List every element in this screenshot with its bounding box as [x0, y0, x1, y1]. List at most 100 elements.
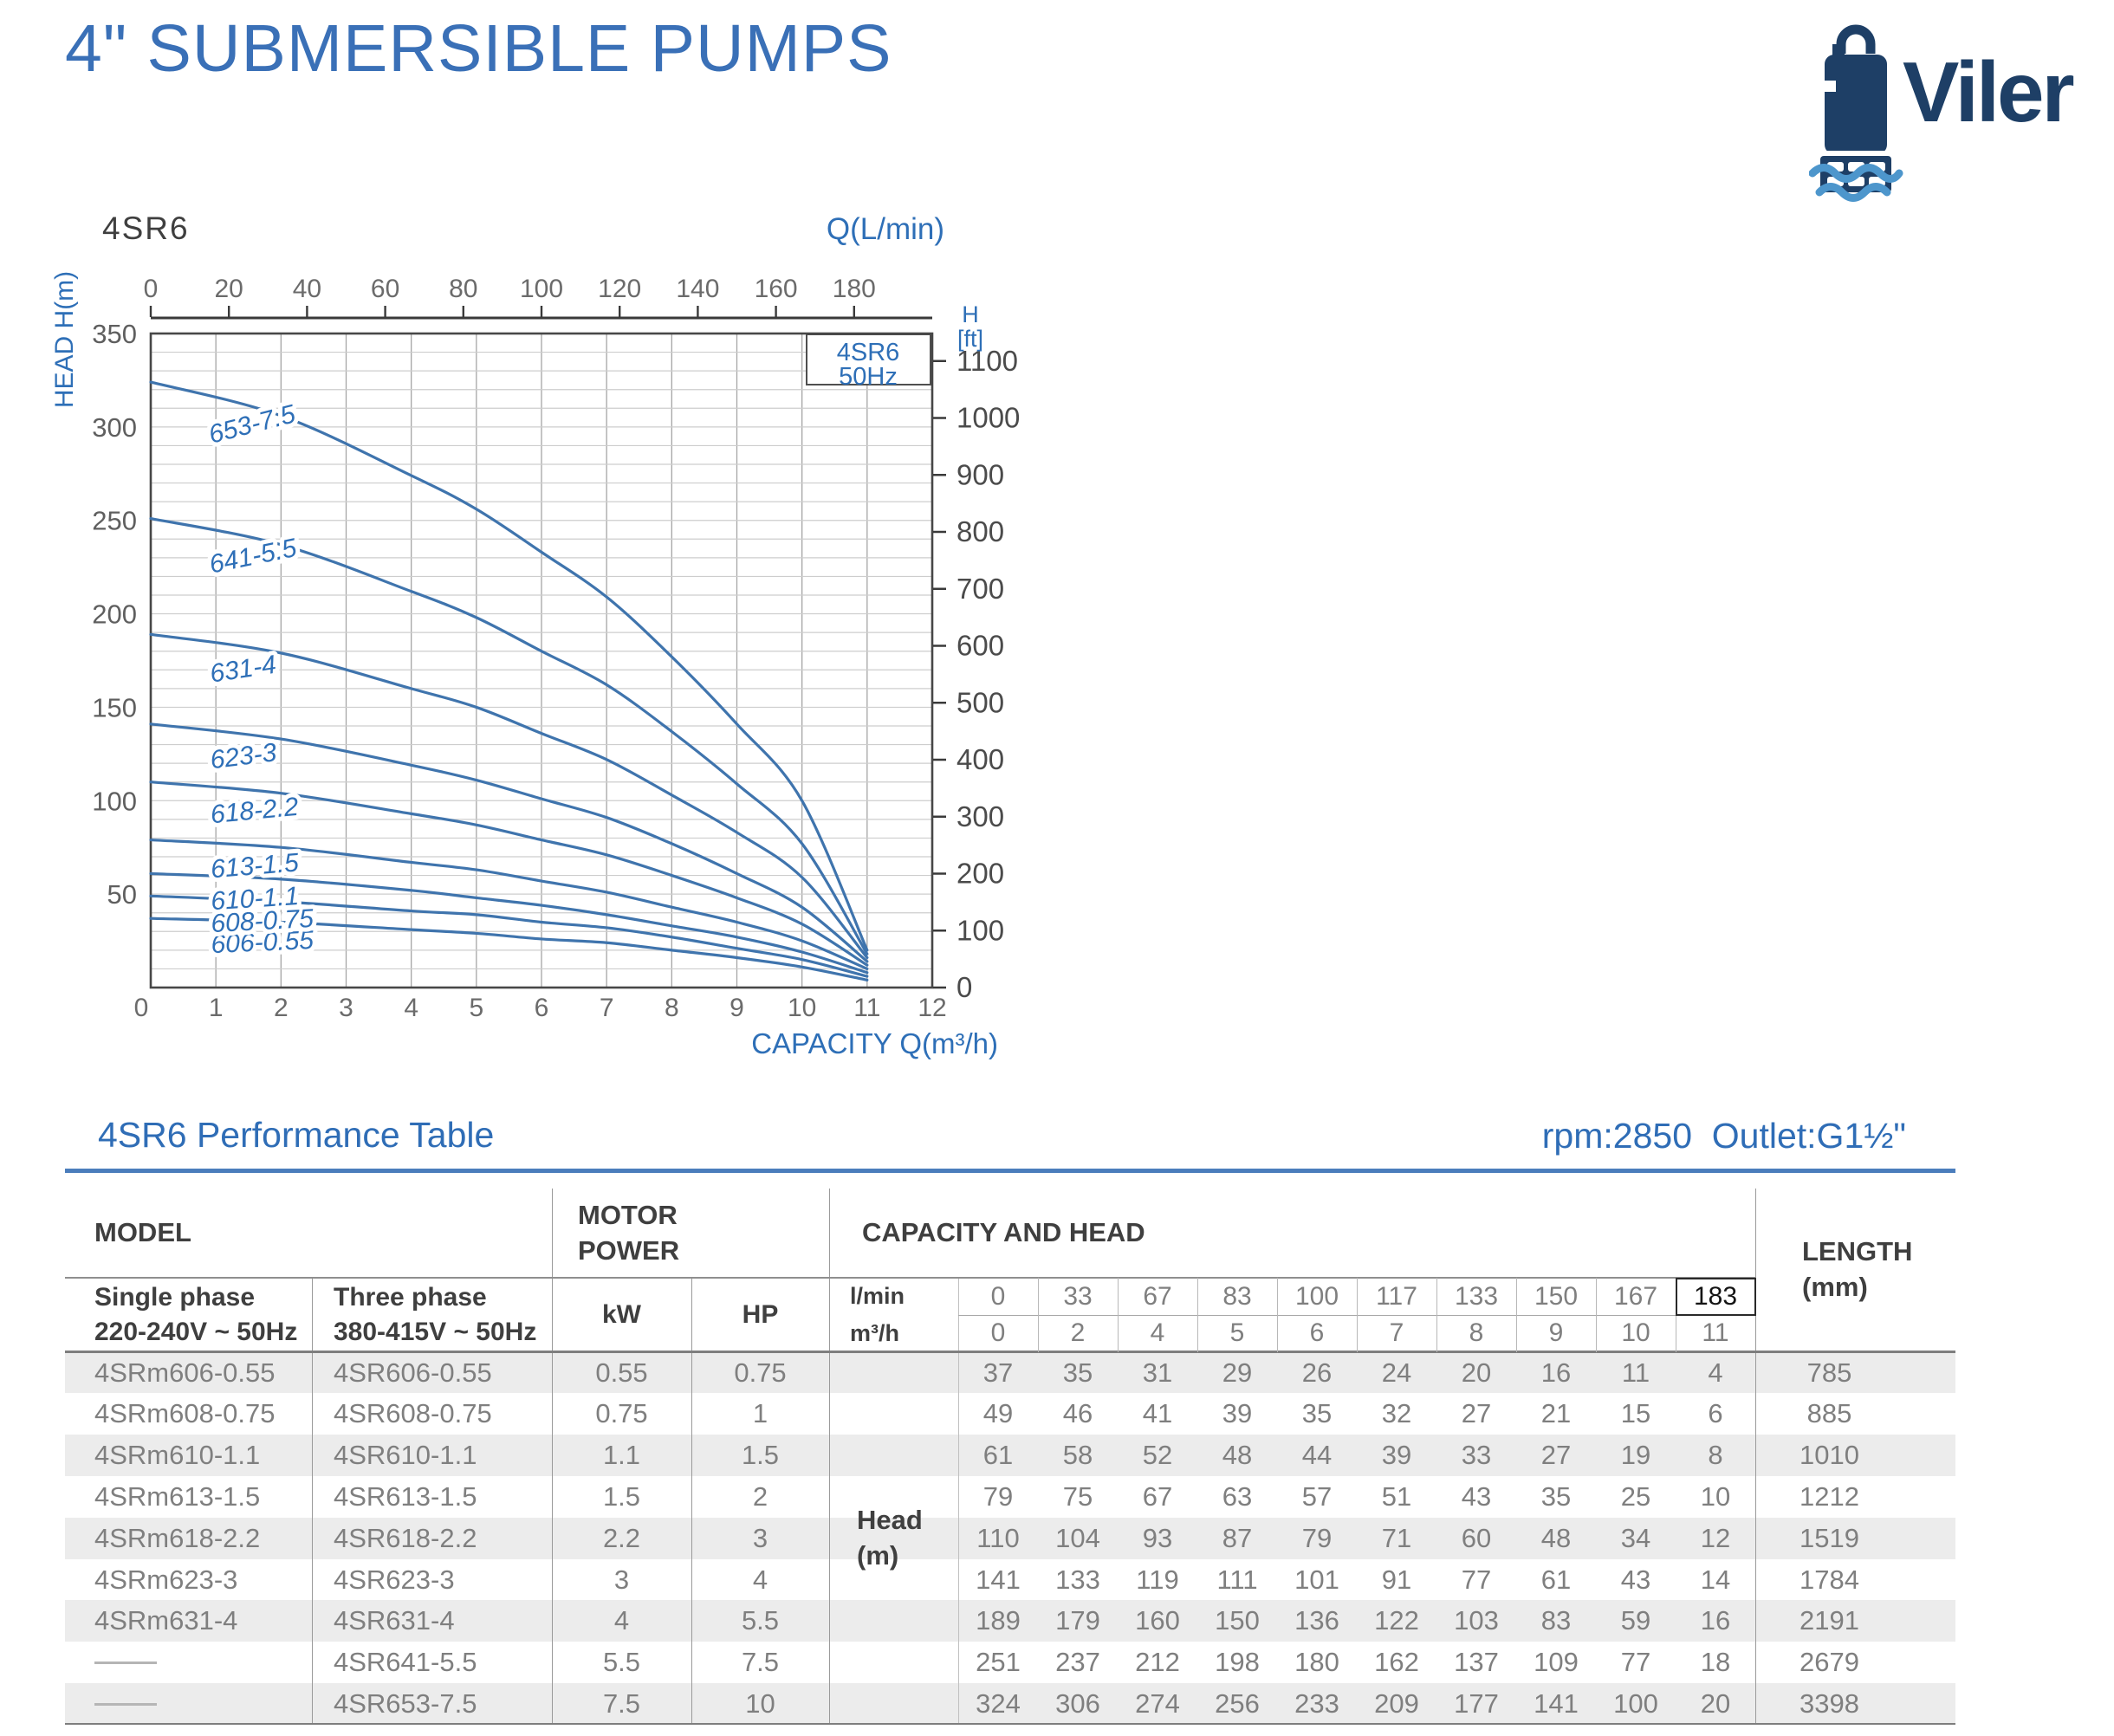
table-border-line: [1356, 1278, 1358, 1352]
lmin-value: 117: [1376, 1281, 1417, 1311]
head-value: 37: [982, 1357, 1014, 1388]
lmin-value: 133: [1454, 1281, 1499, 1311]
top-axis-tick-label: 120: [598, 275, 641, 303]
bottom-axis-tick-label: 4: [404, 994, 418, 1022]
head-value: 32: [1381, 1398, 1412, 1429]
length-value: 1010: [1799, 1440, 1859, 1471]
header-kw: kW: [602, 1300, 641, 1329]
left-axis-tick-label: 250: [92, 506, 137, 536]
left-axis-tick-label: 300: [92, 412, 137, 443]
model-single-phase-empty: [65, 1642, 312, 1683]
length-value: 785: [1806, 1357, 1852, 1388]
head-value: 136: [1294, 1605, 1339, 1636]
no-model-dash: [94, 1661, 157, 1664]
top-axis-tick-label: 160: [755, 275, 798, 303]
model-three-phase: 4SR623-3: [334, 1564, 455, 1595]
m3h-value: 7: [1389, 1318, 1404, 1348]
right-axis-tick-label: 600: [956, 630, 1004, 662]
top-axis-tick-label: 180: [833, 275, 876, 303]
m3h-value: 5: [1229, 1318, 1245, 1348]
bottom-axis-tick-label: 12: [918, 994, 946, 1022]
curve-label-618-2.2: 618-2.2: [210, 793, 301, 830]
head-value: 111: [1216, 1564, 1258, 1595]
head-value: 133: [1055, 1564, 1100, 1595]
head-value: 101: [1294, 1564, 1339, 1595]
no-model-dash: [94, 1702, 157, 1706]
head-value: 25: [1620, 1480, 1651, 1512]
kw-value: 1.1: [602, 1440, 641, 1471]
model-three-phase: 4SR653-7.5: [334, 1688, 477, 1719]
head-value: 150: [1215, 1605, 1260, 1636]
lmin-value: 150: [1534, 1281, 1579, 1311]
head-value: 16: [1700, 1605, 1731, 1636]
kw-value: 5.5: [602, 1647, 641, 1678]
head-value: 39: [1381, 1440, 1412, 1471]
header-motor-power: MOTOR POWER: [578, 1199, 680, 1266]
head-value: 58: [1062, 1440, 1093, 1471]
head-value: 21: [1540, 1398, 1572, 1429]
curve-label-610-1.1: 610-1.1: [210, 882, 300, 916]
hp-value: 1.5: [741, 1440, 780, 1471]
length-value: 1519: [1799, 1522, 1859, 1553]
table-border-line: [1436, 1278, 1437, 1352]
right-axis-tick-label: 800: [956, 515, 1004, 547]
plot-frame: [149, 332, 934, 989]
m3h-value: 8: [1469, 1318, 1484, 1348]
head-value: 122: [1374, 1605, 1419, 1636]
lmin-value: 67: [1143, 1281, 1172, 1311]
head-value: 256: [1215, 1688, 1260, 1719]
curve-label-641-5.5: 641-5.5: [207, 534, 300, 580]
table-title: 4SR6 Performance Table: [98, 1115, 495, 1155]
curve-623-3: [149, 722, 869, 963]
chart-right-axis-title-h: H: [962, 301, 979, 327]
head-value: 306: [1055, 1688, 1100, 1719]
header-lmin: l/min: [850, 1283, 905, 1309]
hp-value: 1: [752, 1398, 768, 1429]
curve-606-0.55: [149, 917, 869, 981]
length-value: 3398: [1799, 1688, 1859, 1719]
head-value: 79: [982, 1480, 1014, 1512]
hp-value: 2: [752, 1480, 768, 1512]
head-value: 26: [1301, 1357, 1333, 1388]
table-border-line: [1117, 1278, 1119, 1352]
model-single-phase: 4SRm606-0.55: [94, 1357, 276, 1388]
head-value: 20: [1700, 1688, 1731, 1719]
m3h-value: 6: [1309, 1318, 1325, 1348]
head-value: 49: [982, 1398, 1014, 1429]
head-value: 79: [1301, 1522, 1333, 1553]
chart-model-label: 4SR6: [102, 211, 190, 246]
head-value: 91: [1381, 1564, 1412, 1595]
hp-value: 10: [745, 1688, 775, 1719]
head-value: 4: [1708, 1357, 1723, 1388]
chart-bottom-axis-title: CAPACITY Q(m³/h): [751, 1027, 998, 1059]
kw-value: 4: [613, 1605, 630, 1636]
table-border-line: [828, 1189, 831, 1725]
row-stripe: [65, 1683, 1955, 1725]
head-value: 61: [1540, 1564, 1572, 1595]
head-value: 15: [1620, 1398, 1651, 1429]
head-value: 93: [1142, 1522, 1173, 1553]
model-three-phase: 4SR610-1.1: [334, 1440, 477, 1471]
top-axis-tick-label: 40: [293, 275, 321, 303]
chart-legend-model: 4SR6: [837, 339, 900, 366]
kw-value: 0.55: [595, 1357, 648, 1388]
right-axis-tick-label: 0: [956, 971, 972, 1003]
head-value: 103: [1454, 1605, 1499, 1636]
top-axis-tick-label: 60: [371, 275, 399, 303]
row-stripe: [65, 1600, 1955, 1642]
kw-value: 1.5: [602, 1480, 641, 1512]
head-value: 24: [1381, 1357, 1412, 1388]
head-value: 6: [1708, 1398, 1723, 1429]
model-three-phase: 4SR613-1.5: [334, 1480, 477, 1512]
curve-653-7.5: [149, 380, 869, 952]
head-value: 83: [1540, 1605, 1572, 1636]
right-axis-tick-label: 1000: [956, 402, 1020, 434]
header-length: LENGTH (mm): [1802, 1236, 1913, 1303]
performance-chart: 0 20 40 60 80 100 120 140 160 1803503002502001501…: [50, 211, 1020, 1059]
head-value: 31: [1142, 1357, 1173, 1388]
model-single-phase: 4SRm610-1.1: [94, 1440, 261, 1471]
bottom-axis-tick-label: 9: [730, 994, 744, 1022]
head-value: 43: [1461, 1480, 1492, 1512]
model-single-phase: 4SRm623-3: [94, 1564, 238, 1595]
head-m-label: Head (m): [857, 1504, 923, 1571]
